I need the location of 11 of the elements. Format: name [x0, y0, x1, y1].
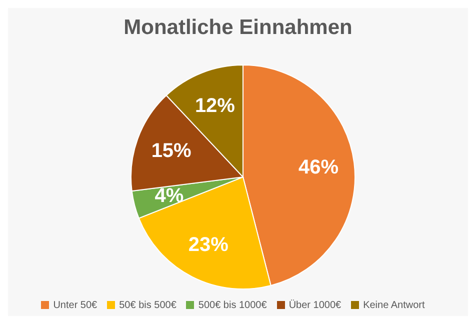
legend-label: Über 1000€ [288, 300, 342, 311]
legend-label: 50€ bis 500€ [119, 300, 176, 311]
data-label: 46% [298, 156, 339, 178]
chart-title: Monatliche Einnahmen [122, 16, 354, 40]
data-label: 15% [151, 140, 192, 162]
data-label: 12% [194, 95, 236, 118]
legend-label: 500€ bis 1000€ [198, 300, 267, 311]
data-label: 23% [188, 234, 229, 256]
legend-label: Keine Antwort [363, 300, 425, 311]
legend-label: Unter 50€ [53, 300, 98, 311]
data-label: 4% [154, 184, 184, 207]
